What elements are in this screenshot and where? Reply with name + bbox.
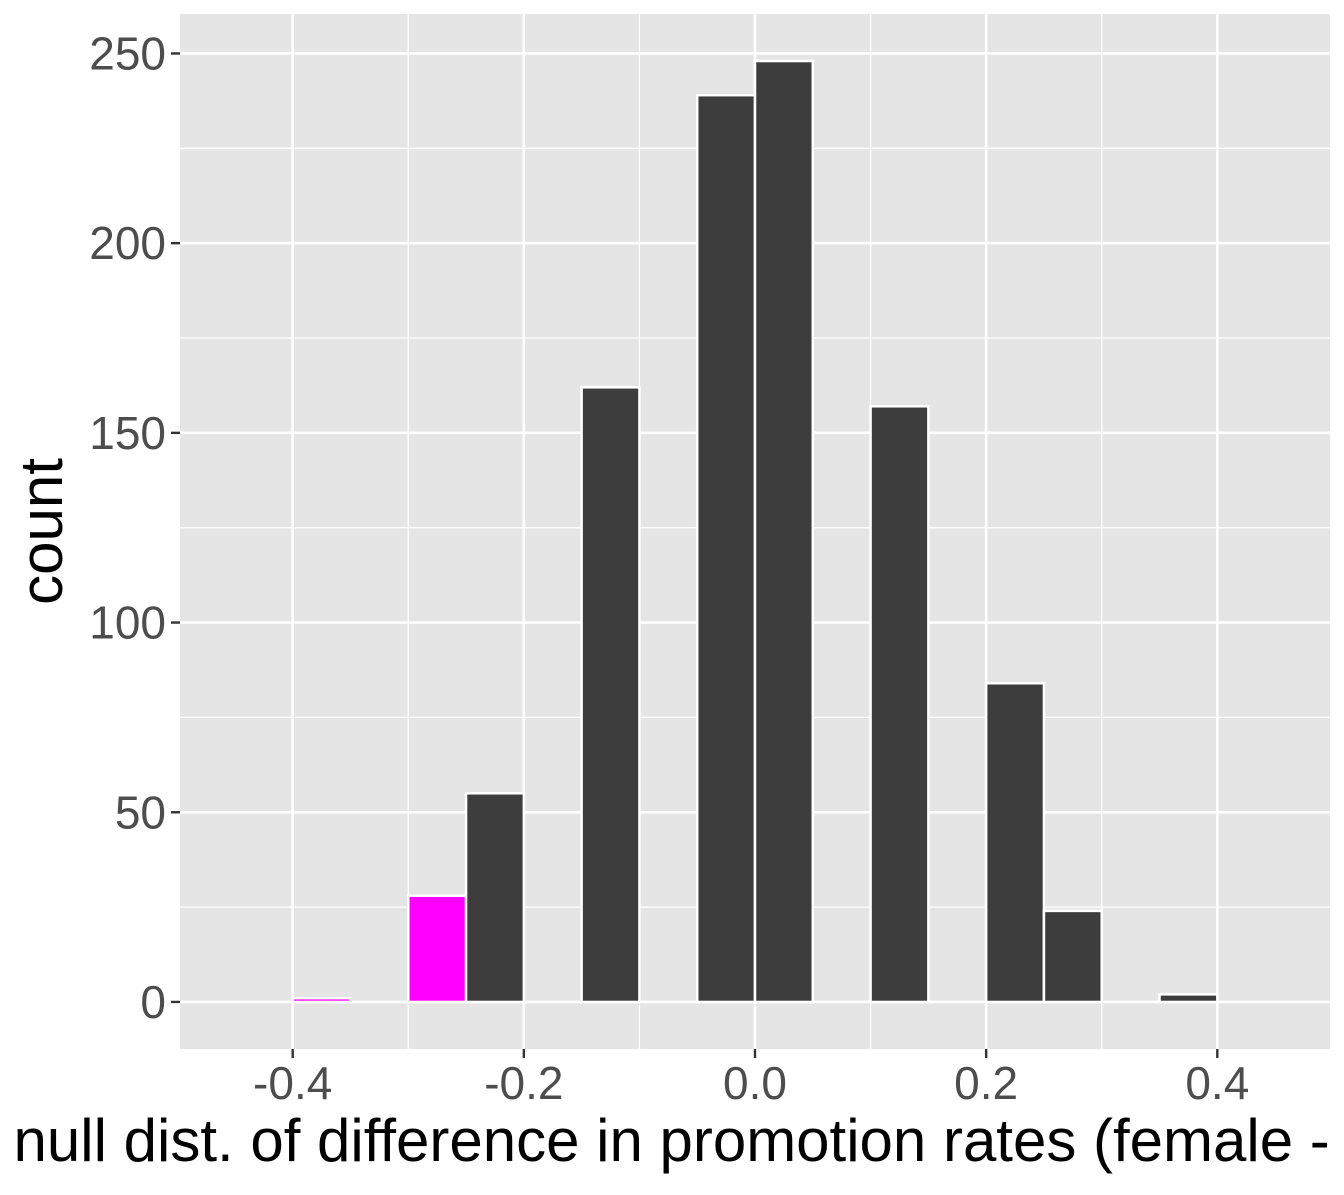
y-tick-label: 0 <box>140 976 166 1028</box>
histogram-bar <box>753 59 815 1004</box>
histogram-bars <box>291 59 1219 1004</box>
histogram-bar <box>984 682 1046 1004</box>
y-tick-label: 150 <box>89 407 166 459</box>
x-tick-label: -0.4 <box>253 1057 332 1109</box>
histogram-bar <box>464 792 526 1004</box>
histogram-bar-shaded <box>407 894 468 1004</box>
histogram-bar <box>695 93 757 1004</box>
histogram-bar <box>1042 909 1103 1004</box>
x-tick-label: 0.4 <box>1185 1057 1249 1109</box>
histogram-bar-shaded <box>291 996 352 1004</box>
y-tick-label: 50 <box>115 786 166 838</box>
histogram-bar <box>1158 993 1219 1004</box>
y-tick-label: 250 <box>89 27 166 79</box>
x-tick-label: -0.2 <box>484 1057 563 1109</box>
y-axis-ticks: 0 50 100 150 200 250 <box>89 27 180 1028</box>
x-tick-label: 0.2 <box>954 1057 1018 1109</box>
y-tick-label: 100 <box>89 597 166 649</box>
x-axis-ticks: -0.4 -0.2 0.0 0.2 0.4 <box>253 1049 1249 1109</box>
x-tick-label: 0.0 <box>723 1057 787 1109</box>
y-tick-label: 200 <box>89 217 166 269</box>
histogram-bar <box>580 386 641 1004</box>
y-axis-title: count <box>8 458 75 605</box>
histogram-bar <box>869 405 930 1004</box>
x-axis-title: null dist. of difference in promotion ra… <box>14 1107 1344 1174</box>
